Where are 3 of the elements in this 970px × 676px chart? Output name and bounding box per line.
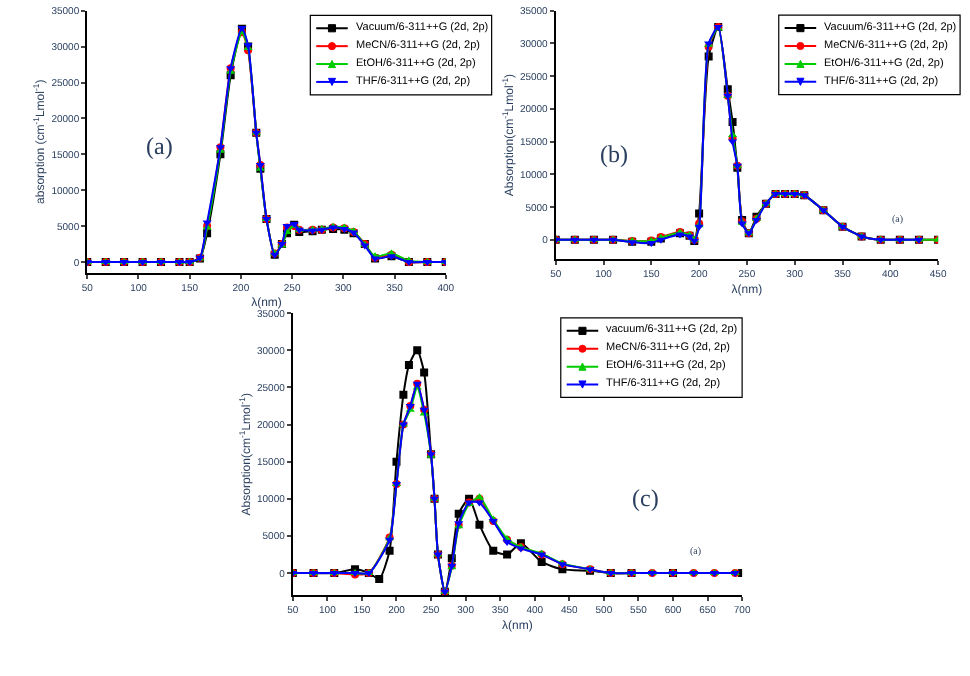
annotation: (c) <box>632 484 659 512</box>
annotation: (a) <box>146 132 173 160</box>
annotation: (b) <box>600 140 628 168</box>
